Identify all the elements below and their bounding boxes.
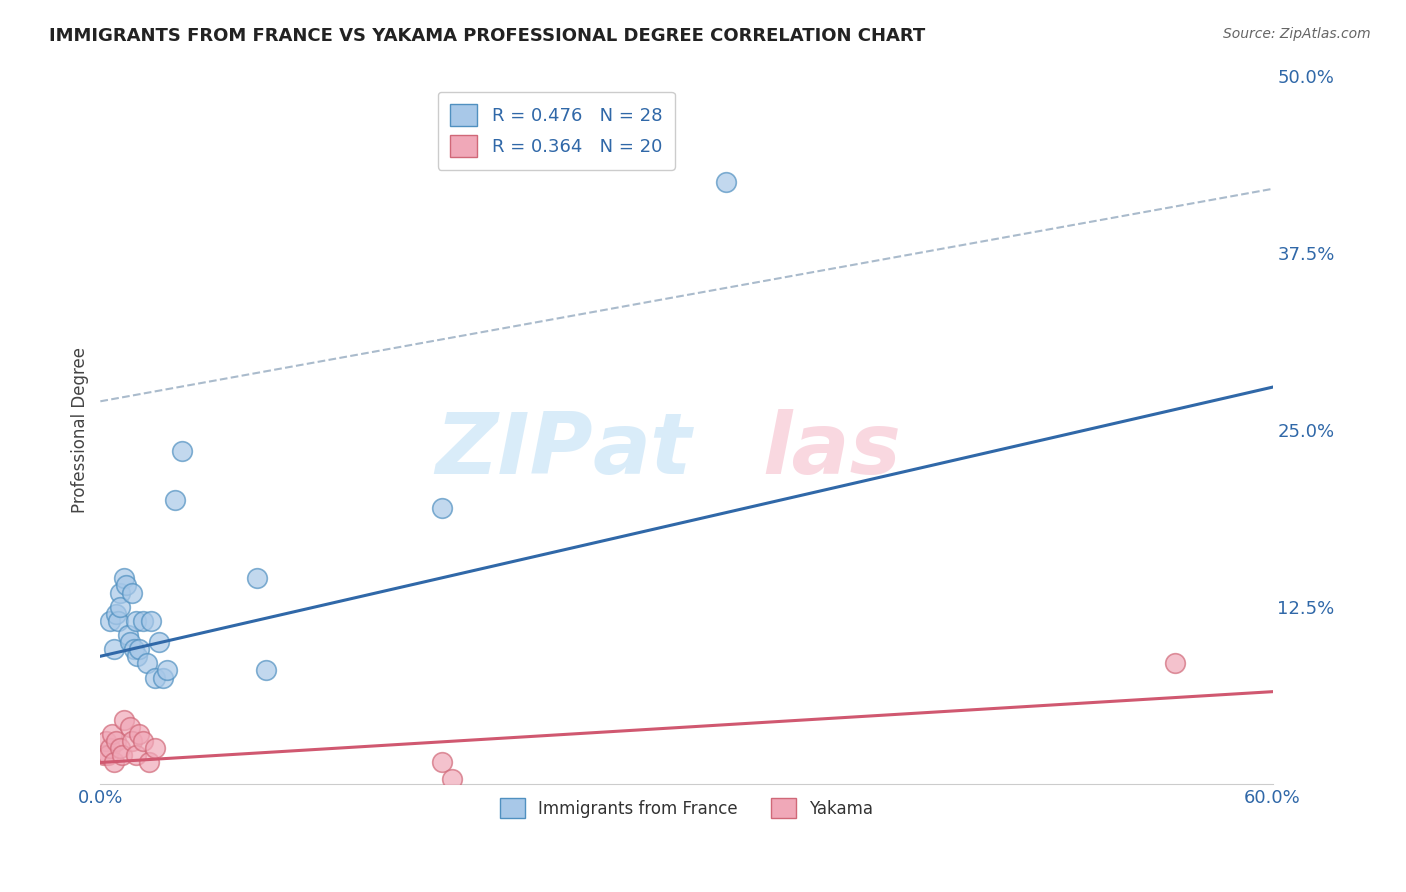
Point xyxy=(97,748,120,763)
Text: IMMIGRANTS FROM FRANCE VS YAKAMA PROFESSIONAL DEGREE CORRELATION CHART: IMMIGRANTS FROM FRANCE VS YAKAMA PROFESS… xyxy=(49,27,925,45)
Point xyxy=(128,642,150,657)
Point xyxy=(136,657,159,671)
Point xyxy=(98,741,121,756)
Point xyxy=(141,614,163,628)
Point xyxy=(104,734,127,748)
Point xyxy=(103,642,125,657)
Text: las: las xyxy=(762,409,901,492)
Point xyxy=(432,500,454,515)
Point xyxy=(117,628,139,642)
Text: Source: ZipAtlas.com: Source: ZipAtlas.com xyxy=(1223,27,1371,41)
Point xyxy=(1164,657,1187,671)
Point xyxy=(127,649,149,664)
Y-axis label: Professional Degree: Professional Degree xyxy=(72,347,89,513)
Point xyxy=(432,756,454,770)
Point xyxy=(112,713,135,727)
Point xyxy=(132,614,155,628)
Point xyxy=(172,443,194,458)
Point xyxy=(93,748,115,763)
Point xyxy=(107,614,129,628)
Point xyxy=(108,585,131,599)
Point xyxy=(138,756,160,770)
Point xyxy=(103,756,125,770)
Point xyxy=(108,741,131,756)
Legend: Immigrants from France, Yakama: Immigrants from France, Yakama xyxy=(494,791,880,825)
Point xyxy=(112,571,135,585)
Point xyxy=(122,642,145,657)
Point xyxy=(156,664,179,678)
Point xyxy=(121,734,143,748)
Point xyxy=(246,571,269,585)
Point xyxy=(254,664,277,678)
Point xyxy=(118,720,141,734)
Text: at: at xyxy=(593,409,692,492)
Point xyxy=(96,734,118,748)
Point xyxy=(101,727,124,741)
Point xyxy=(124,748,146,763)
Point xyxy=(114,578,136,592)
Point xyxy=(121,585,143,599)
Point xyxy=(124,614,146,628)
Point xyxy=(152,671,174,685)
Point xyxy=(714,175,737,189)
Point xyxy=(143,741,166,756)
Point xyxy=(440,772,463,787)
Point xyxy=(128,727,150,741)
Point xyxy=(148,635,170,649)
Text: ZIP: ZIP xyxy=(434,409,593,492)
Point xyxy=(163,493,186,508)
Point xyxy=(111,748,134,763)
Point xyxy=(132,734,155,748)
Point xyxy=(118,635,141,649)
Point xyxy=(104,607,127,621)
Point xyxy=(143,671,166,685)
Point xyxy=(98,614,121,628)
Point xyxy=(108,599,131,614)
